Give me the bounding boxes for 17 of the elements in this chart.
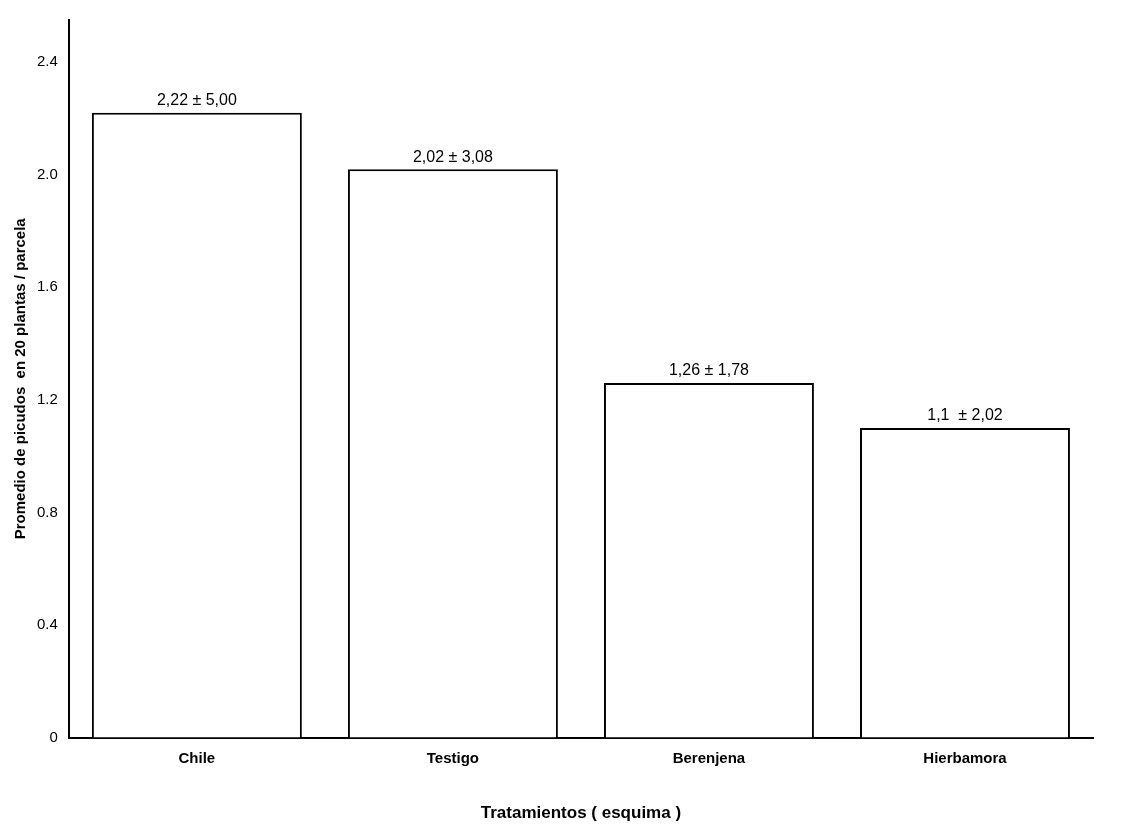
x-tick-label: Berenjena: [672, 748, 746, 766]
y-axis-title: Promedio de picudos en 20 plantas / parcela: [11, 217, 29, 540]
x-tick-label: Chile: [178, 748, 216, 766]
y-tick-label: 0.4: [36, 615, 58, 633]
y-tick-label: 2.4: [36, 52, 58, 70]
data-label: 2,22 ± 5,00: [156, 91, 237, 109]
data-label: 1,26 ± 1,78: [668, 361, 750, 379]
y-tick-label: 2.0: [36, 164, 58, 182]
y-tick-label: 1.6: [36, 277, 58, 295]
y-tick-label: 1.2: [36, 390, 58, 408]
x-tick-label: Hierbamora: [923, 748, 1008, 766]
x-tick-label: Testigo: [426, 748, 480, 766]
y-tick-label: 0.8: [36, 502, 58, 520]
y-tick-label: 0: [49, 727, 58, 745]
x-axis-title: Tratamientos ( esquima ): [480, 803, 682, 823]
data-label: 2,02 ± 3,08: [412, 147, 493, 165]
data-label: 1,1 ± 2,02: [927, 406, 1003, 424]
